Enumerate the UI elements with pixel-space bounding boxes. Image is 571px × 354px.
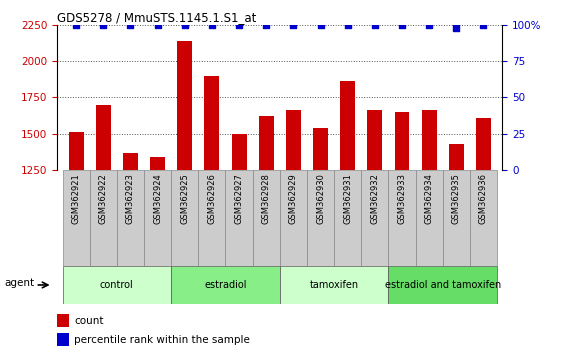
Bar [443,170,470,266]
Bar [286,110,301,170]
Bar [204,75,219,170]
Bar [388,170,416,266]
Bar [117,170,144,266]
Text: GSM362927: GSM362927 [235,173,244,224]
Bar [252,170,280,266]
Point [99,22,108,28]
Bar [361,170,388,266]
Point [207,22,216,28]
Bar [144,170,171,266]
Text: control: control [100,280,134,290]
Bar [449,144,464,170]
Bar [57,333,69,346]
Bar [259,116,274,170]
Text: GSM362923: GSM362923 [126,173,135,224]
Bar [280,266,388,304]
Text: GSM362928: GSM362928 [262,173,271,224]
Text: GSM362921: GSM362921 [71,173,81,223]
Text: GSM362931: GSM362931 [343,173,352,224]
Bar [334,170,361,266]
Bar [280,170,307,266]
Text: tamoxifen: tamoxifen [309,280,359,290]
Bar [171,266,280,304]
Text: GSM362929: GSM362929 [289,173,298,223]
Text: GSM362926: GSM362926 [207,173,216,224]
Text: agent: agent [5,278,35,288]
Bar [171,170,198,266]
Bar [367,110,383,170]
Text: estradiol: estradiol [204,280,247,290]
Bar [198,170,226,266]
Point [262,22,271,28]
Bar [307,170,334,266]
Bar [388,266,497,304]
Bar [226,170,252,266]
Point [289,22,298,28]
Text: percentile rank within the sample: percentile rank within the sample [74,335,250,345]
Bar [63,266,171,304]
Bar [69,132,83,170]
Text: GSM362924: GSM362924 [153,173,162,223]
Point [425,22,434,28]
Point [71,22,81,28]
Bar [150,157,165,170]
Point [316,22,325,28]
Text: GSM362936: GSM362936 [479,173,488,224]
Bar [340,81,355,170]
Text: GSM362934: GSM362934 [425,173,433,224]
Point [153,22,162,28]
Bar [476,118,491,170]
Text: GSM362922: GSM362922 [99,173,108,223]
Bar [63,170,90,266]
Text: estradiol and tamoxifen: estradiol and tamoxifen [385,280,501,290]
Bar [232,133,247,170]
Text: GSM362933: GSM362933 [397,173,407,224]
Bar [90,170,117,266]
Point [343,22,352,28]
Bar [313,128,328,170]
Text: GSM362935: GSM362935 [452,173,461,224]
Bar [395,112,409,170]
Point [452,25,461,30]
Text: GSM362932: GSM362932 [371,173,379,224]
Point [370,22,379,28]
Bar [57,314,69,327]
Point [126,22,135,28]
Point [235,22,244,28]
Text: count: count [74,316,104,326]
Point [479,22,488,28]
Point [180,22,190,28]
Text: GDS5278 / MmuSTS.1145.1.S1_at: GDS5278 / MmuSTS.1145.1.S1_at [57,11,256,24]
Text: GSM362925: GSM362925 [180,173,189,223]
Bar [422,110,437,170]
Bar [123,153,138,170]
Bar [416,170,443,266]
Text: GSM362930: GSM362930 [316,173,325,224]
Bar [470,170,497,266]
Point [397,22,407,28]
Bar [96,104,111,170]
Bar [177,41,192,170]
